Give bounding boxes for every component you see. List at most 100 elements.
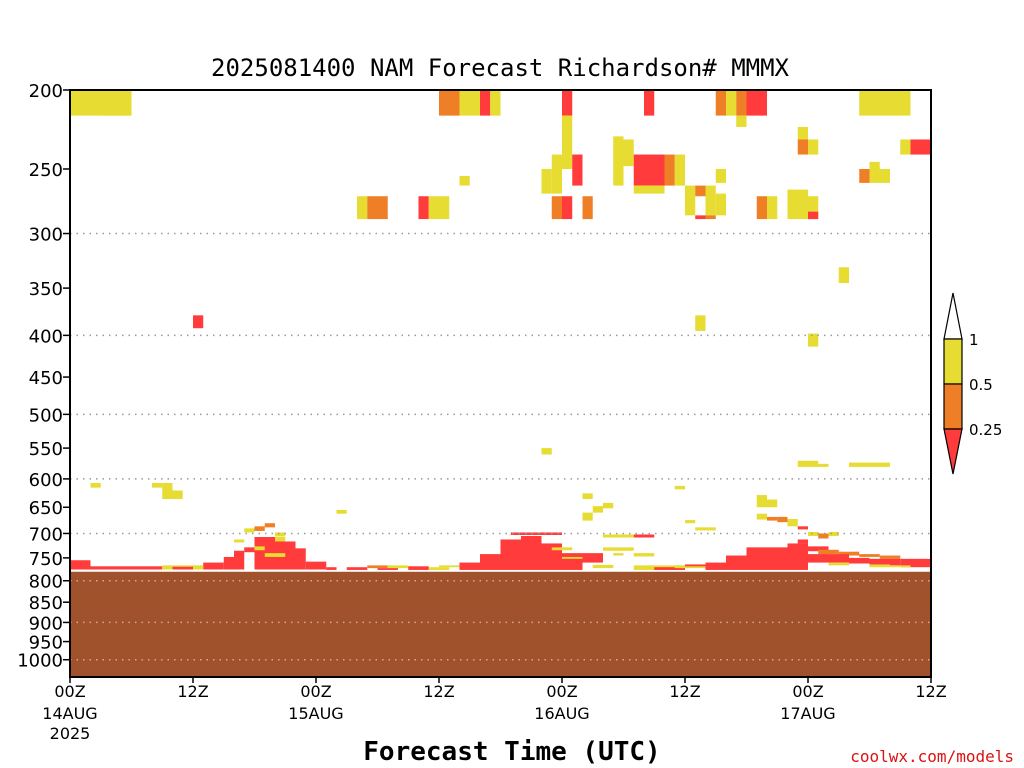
ri-cell (674, 565, 706, 569)
ri-cell (767, 516, 778, 521)
ri-cell (715, 90, 726, 116)
y-tick-label: 600 (29, 470, 63, 491)
ri-cell (787, 189, 808, 220)
ri-cell (838, 551, 860, 556)
ri-cell (756, 495, 767, 508)
ri-cell (439, 90, 460, 116)
ri-cell (613, 553, 624, 556)
ri-cell (244, 547, 255, 553)
ri-cell (900, 139, 911, 155)
ri-cell (551, 547, 573, 551)
ri-cell (869, 161, 880, 172)
ri-cell (756, 196, 767, 220)
x-tick-date-label: 15AUG (288, 704, 343, 723)
richardson-cells (70, 90, 931, 570)
ri-cell (644, 90, 655, 116)
ri-cell (500, 539, 521, 570)
ri-cell (357, 196, 368, 220)
ri-cell (582, 493, 593, 499)
ri-cell (808, 554, 849, 563)
ri-cell (264, 553, 286, 557)
colorbar-label: 0.25 (969, 421, 1002, 439)
ri-cell (428, 567, 450, 570)
ri-cell (797, 139, 808, 155)
ri-cell (234, 539, 245, 543)
ri-cell (797, 126, 808, 140)
ri-cell (746, 547, 788, 570)
colorbar-05-1 (943, 338, 963, 385)
ri-cell (695, 527, 706, 531)
ri-cell (562, 90, 573, 116)
ri-cell (592, 506, 603, 513)
ri-cell (480, 554, 501, 570)
ri-cell (705, 562, 726, 570)
ri-cell (459, 562, 480, 570)
plot-frame (69, 89, 932, 678)
ri-cell (346, 567, 368, 570)
ri-cell (695, 215, 706, 220)
ri-cell (490, 90, 501, 116)
ri-cell (551, 154, 562, 169)
x-tick-date-label: 17AUG (780, 704, 835, 723)
ri-cell (582, 512, 593, 521)
x-tick-date-label: 2025 (50, 724, 91, 743)
ri-cell (603, 547, 634, 551)
ri-cell (521, 535, 542, 570)
x-tick-label: 00Z (792, 682, 823, 701)
y-tick-label: 450 (29, 368, 63, 389)
ri-cell (223, 556, 234, 570)
ri-cell (459, 176, 470, 186)
ri-cell (408, 566, 429, 570)
ri-cell (428, 196, 450, 220)
ri-cell (808, 139, 819, 155)
ri-cell (541, 168, 552, 194)
colorbar-gt1 (943, 292, 963, 340)
y-tick-label: 300 (29, 225, 63, 246)
ri-cell (674, 485, 685, 490)
ri-cell (305, 561, 327, 570)
ri-cell (910, 139, 931, 155)
ri-cell (562, 154, 573, 169)
ri-cell (541, 448, 552, 455)
ri-cell (715, 193, 726, 216)
ri-cell (418, 196, 429, 220)
ri-cell (603, 502, 614, 509)
ri-cell (264, 523, 275, 528)
ri-cell (654, 567, 685, 570)
ri-cell (797, 526, 808, 530)
credit-text: coolwx.com/models (850, 747, 1014, 766)
ri-cell (592, 564, 614, 569)
colorbar-lt025 (943, 428, 963, 475)
colorbar-label: 0.5 (969, 376, 993, 394)
ri-cell (234, 550, 245, 570)
x-axis-label: Forecast Time (UTC) (363, 737, 660, 767)
x-tick-label: 12Z (669, 682, 700, 701)
ri-cell (162, 490, 183, 499)
x-tick-label: 12Z (423, 682, 454, 701)
ri-cell (254, 536, 275, 542)
ri-cell (808, 333, 819, 347)
ri-cell (685, 564, 706, 567)
ri-cell (828, 531, 839, 536)
ri-cell (808, 531, 819, 536)
ri-cell (695, 315, 706, 331)
ri-cell (787, 543, 808, 570)
y-tick-label: 550 (29, 439, 63, 460)
ri-cell (726, 555, 747, 570)
y-tick-label: 350 (29, 279, 63, 300)
ri-cell (387, 565, 409, 569)
chart-title: 2025081400 NAM Forecast Richardson# MMMX (211, 54, 790, 82)
ri-cell (152, 483, 163, 488)
ri-cell (808, 211, 819, 220)
ri-cell (633, 185, 665, 194)
ri-cell (767, 499, 778, 508)
ri-cell (859, 554, 880, 557)
ri-cell (685, 185, 696, 216)
ri-cell (510, 532, 562, 535)
ri-cell (613, 154, 624, 186)
ri-cell (244, 528, 255, 533)
ri-cell (572, 168, 583, 186)
ri-cell (674, 154, 685, 186)
